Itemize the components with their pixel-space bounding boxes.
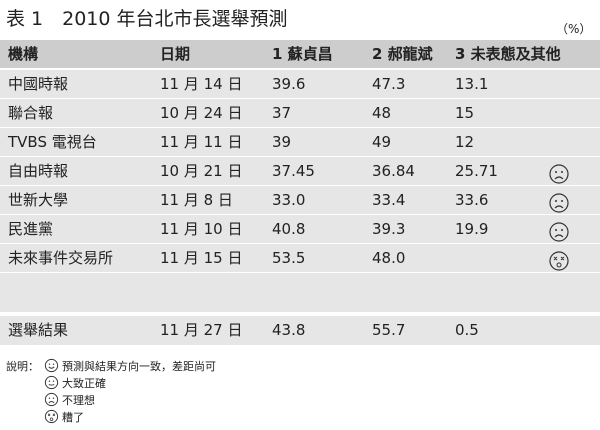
cell: 世新大學	[8, 191, 69, 209]
cell: 12	[455, 133, 475, 151]
cell: 39.6	[272, 75, 306, 93]
cell: 33.6	[455, 191, 489, 209]
cell: 33.4	[372, 191, 406, 209]
table-row: 聯合報 10 月 24 日 37 48 15	[0, 99, 600, 127]
cell: 13.1	[455, 75, 489, 93]
cell: 民進黨	[8, 220, 54, 238]
cell: 37	[272, 104, 292, 122]
table-row: 中國時報 11 月 14 日 39.6 47.3 13.1	[0, 70, 600, 98]
cell: 自由時報	[8, 162, 69, 180]
cell: 11 月 8 日	[160, 191, 233, 209]
note-item: 預測與結果方向一致，差距尚可	[62, 360, 216, 373]
face-smile	[44, 358, 59, 373]
cell: 3 未表態及其他	[455, 45, 561, 63]
note-item: 糟了	[62, 411, 84, 424]
cell: 39.3	[372, 220, 406, 238]
cell: 中國時報	[8, 75, 69, 93]
note-item: 大致正確	[62, 377, 106, 390]
unit: （%）	[556, 22, 592, 36]
cell: 聯合報	[8, 104, 54, 122]
cell: 選舉結果	[8, 321, 69, 339]
cell: 37.45	[272, 162, 315, 180]
cell: 11 月 11 日	[160, 133, 243, 151]
cell: 47.3	[372, 75, 406, 93]
cell: 日期	[160, 45, 191, 63]
cell: 11 月 15 日	[160, 249, 243, 267]
title: 表 1 2010 年台北市長選舉預測	[6, 8, 288, 30]
face-dizzy	[44, 409, 59, 424]
cell: 49	[372, 133, 392, 151]
cell: 未來事件交易所	[8, 249, 114, 267]
cell: 33.0	[272, 191, 306, 209]
table-row: 民進黨 11 月 10 日 40.8 39.3 19.9	[0, 215, 600, 243]
cell: 15	[455, 104, 475, 122]
face-ok	[44, 375, 59, 390]
notes-label: 說明：	[6, 360, 39, 373]
table-row: TVBS 電視台 11 月 11 日 39 49 12	[0, 128, 600, 156]
face-dizzy	[549, 251, 569, 271]
face-frown	[549, 222, 569, 242]
cell: 11 月 10 日	[160, 220, 243, 238]
header-row: 機構 日期 1 蘇貞昌 2 郝龍斌 3 未表態及其他	[0, 40, 600, 68]
cell: 0.5	[455, 321, 479, 339]
face-frown	[44, 392, 59, 407]
cell: 48.0	[372, 249, 406, 267]
cell: 48	[372, 104, 392, 122]
cell: 40.8	[272, 220, 306, 238]
table-row: 世新大學 11 月 8 日 33.0 33.4 33.6	[0, 186, 600, 214]
face-frown	[549, 193, 569, 213]
cell: TVBS 電視台	[8, 133, 97, 151]
table-row: 未來事件交易所 11 月 15 日 53.5 48.0	[0, 244, 600, 272]
cell: 11 月 27 日	[160, 321, 243, 339]
cell: 39	[272, 133, 292, 151]
cell: 10 月 24 日	[160, 104, 243, 122]
table-row: 選舉結果 11 月 27 日 43.8 55.7 0.5	[0, 316, 600, 345]
blank-row	[0, 273, 600, 312]
note-item: 不理想	[62, 394, 95, 407]
cell: 55.7	[372, 321, 406, 339]
table-row: 自由時報 10 月 21 日 37.45 36.84 25.71	[0, 157, 600, 185]
cell: 機構	[8, 45, 39, 63]
cell: 11 月 14 日	[160, 75, 243, 93]
cell: 1 蘇貞昌	[272, 45, 333, 63]
cell: 2 郝龍斌	[372, 45, 433, 63]
cell: 25.71	[455, 162, 498, 180]
cell: 43.8	[272, 321, 306, 339]
face-frown	[549, 164, 569, 184]
cell: 36.84	[372, 162, 415, 180]
cell: 19.9	[455, 220, 489, 238]
cell: 53.5	[272, 249, 306, 267]
cell: 10 月 21 日	[160, 162, 243, 180]
